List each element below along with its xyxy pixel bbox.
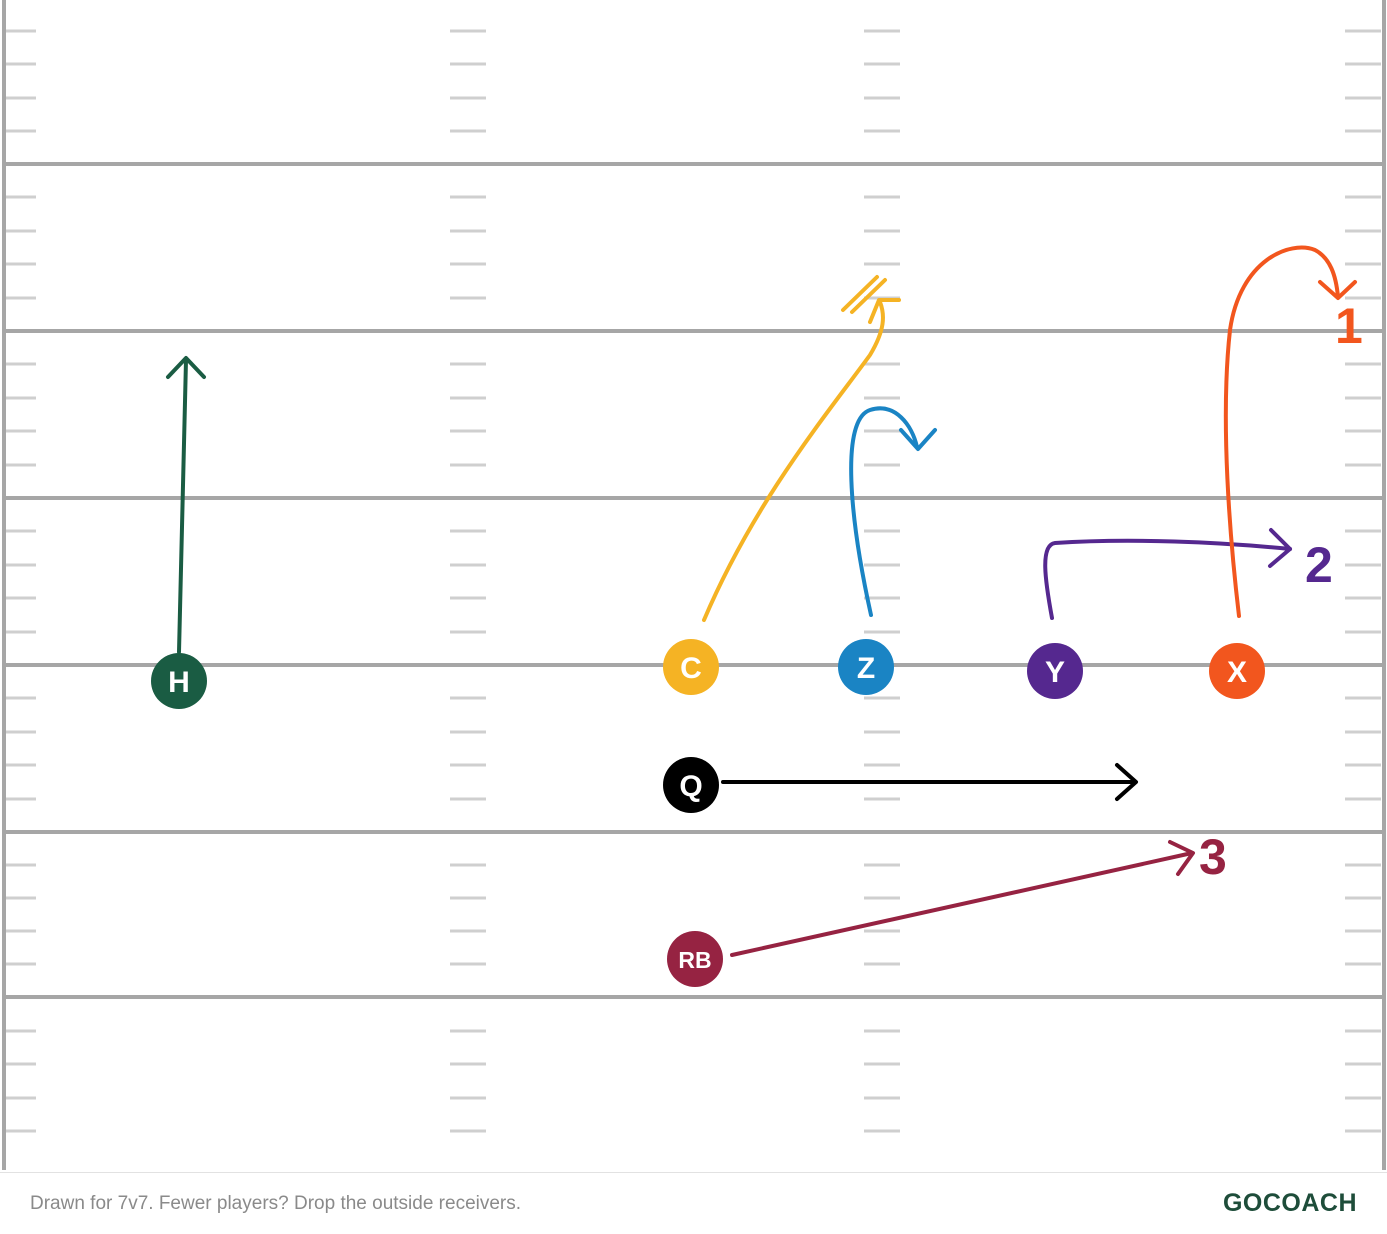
route-Z-path [849, 406, 919, 617]
player-C-circle [663, 639, 719, 695]
route-X-arrowhead [1318, 280, 1357, 300]
route-H-path [177, 358, 188, 654]
route-X [1223, 245, 1357, 618]
player-Q-circle [663, 757, 719, 813]
route-Q [721, 763, 1138, 801]
player-X-circle [1209, 643, 1265, 699]
progression-number-1: 1 [1335, 298, 1363, 354]
route-Z-arrowhead [899, 428, 937, 451]
player-Z[interactable]: Z [838, 639, 894, 695]
player-RB-label: RB [678, 947, 711, 973]
progression-number-3: 3 [1199, 829, 1227, 885]
player-Y[interactable]: Y [1027, 643, 1083, 699]
player-X-label: X [1227, 656, 1247, 689]
route-Q-arrowhead [1115, 763, 1138, 801]
route-H [166, 356, 206, 654]
route-C [702, 275, 901, 622]
player-Y-circle [1027, 643, 1083, 699]
brand-logo: GOCOACH [1222, 1189, 1357, 1217]
footer-note: Drawn for 7v7. Fewer players? Drop the o… [30, 1193, 522, 1214]
routes [166, 245, 1357, 957]
route-Y-path [1043, 538, 1292, 620]
route-Y [1043, 528, 1292, 620]
player-Y-label: Y [1045, 656, 1065, 689]
progression-number-2: 2 [1305, 537, 1333, 593]
route-X-path [1223, 245, 1340, 618]
player-X[interactable]: X [1209, 643, 1265, 699]
route-H-arrowhead [166, 356, 206, 379]
player-C[interactable]: C [663, 639, 719, 695]
player-C-label: C [680, 652, 702, 685]
player-H-circle [151, 653, 207, 709]
player-Z-label: Z [857, 652, 875, 685]
route-RB-arrowhead [1168, 840, 1195, 876]
player-H-label: H [168, 666, 190, 699]
field-markings [2, 0, 1386, 1170]
player-RB-circle [667, 931, 723, 987]
players: H C Z Y X Q RB [151, 639, 1265, 987]
route-C-stop-mark [850, 278, 887, 314]
route-Z [849, 406, 937, 617]
route-C-path [702, 300, 885, 622]
play-diagram: 1 2 3 H C Z Y X Q RB [2, 0, 1386, 1170]
progression-numbers: 1 2 3 [1199, 298, 1363, 885]
footer: Drawn for 7v7. Fewer players? Drop the o… [0, 1172, 1387, 1234]
player-Q-label: Q [679, 770, 702, 803]
player-Z-circle [838, 639, 894, 695]
route-RB-path [730, 851, 1194, 957]
route-C-stop-mark [841, 275, 879, 312]
route-RB [730, 840, 1195, 957]
player-H[interactable]: H [151, 653, 207, 709]
player-RB[interactable]: RB [667, 931, 723, 987]
route-Y-arrowhead [1268, 528, 1292, 568]
player-Q[interactable]: Q [663, 757, 719, 813]
route-C-arrowhead [868, 298, 901, 324]
